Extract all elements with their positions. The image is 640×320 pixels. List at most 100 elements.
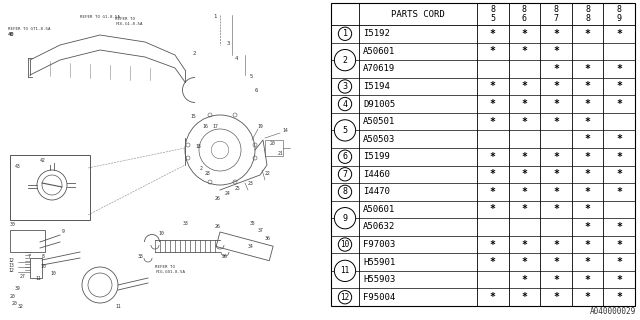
Text: REFER TO G1-8.5A: REFER TO G1-8.5A: [80, 15, 120, 19]
Text: *: *: [585, 292, 591, 302]
Text: H55903: H55903: [363, 275, 396, 284]
Text: *: *: [490, 152, 496, 162]
Text: *: *: [553, 46, 559, 56]
Text: A50632: A50632: [363, 222, 396, 231]
Text: 8: 8: [554, 5, 559, 14]
Text: A50601: A50601: [363, 47, 396, 56]
Text: 9: 9: [342, 214, 348, 223]
Text: A50503: A50503: [363, 135, 396, 144]
Text: 2: 2: [200, 166, 203, 171]
Text: A040000029: A040000029: [589, 307, 636, 316]
Text: 24: 24: [225, 191, 231, 196]
Bar: [30, 258, 42, 278]
Text: 10: 10: [340, 240, 349, 249]
Text: *: *: [553, 116, 559, 127]
Circle shape: [334, 120, 356, 141]
Text: F97003: F97003: [363, 240, 396, 249]
Text: *: *: [553, 204, 559, 214]
Text: *: *: [616, 82, 622, 92]
Text: 8: 8: [42, 254, 45, 259]
Text: A50601: A50601: [363, 205, 396, 214]
Text: *: *: [490, 99, 496, 109]
Bar: [10, 230, 45, 252]
Text: 33: 33: [183, 221, 189, 226]
Text: *: *: [616, 292, 622, 302]
Text: *: *: [616, 152, 622, 162]
Text: 3: 3: [342, 82, 348, 91]
Text: 10: 10: [50, 271, 56, 276]
Text: 8: 8: [490, 5, 495, 14]
Text: *: *: [490, 240, 496, 250]
Text: 9: 9: [62, 229, 65, 234]
Text: 17: 17: [212, 124, 218, 129]
Text: *: *: [522, 204, 527, 214]
Text: REFER TO: REFER TO: [155, 265, 175, 269]
Text: 6: 6: [522, 14, 527, 23]
Text: 39: 39: [15, 286, 20, 291]
Text: 10: 10: [40, 264, 45, 269]
Bar: [331, 3, 635, 306]
Text: 19: 19: [257, 124, 263, 129]
Text: *: *: [616, 275, 622, 285]
Text: *: *: [616, 169, 622, 179]
Text: *: *: [553, 187, 559, 197]
Text: 12: 12: [8, 268, 13, 273]
Text: 15: 15: [190, 114, 196, 119]
Text: *: *: [585, 222, 591, 232]
Text: *: *: [553, 82, 559, 92]
Text: *: *: [585, 82, 591, 92]
Text: 6: 6: [342, 152, 348, 161]
Text: 16: 16: [202, 124, 208, 129]
Text: 4: 4: [342, 100, 348, 108]
Text: I4460: I4460: [363, 170, 390, 179]
Text: 11: 11: [115, 304, 121, 309]
Text: *: *: [522, 240, 527, 250]
Text: 10: 10: [158, 231, 164, 236]
Circle shape: [334, 208, 356, 229]
Text: *: *: [490, 116, 496, 127]
Text: *: *: [585, 275, 591, 285]
Text: *: *: [490, 187, 496, 197]
Text: PARTS CORD: PARTS CORD: [391, 10, 445, 19]
Circle shape: [339, 150, 351, 164]
Text: 8: 8: [522, 5, 527, 14]
Text: *: *: [522, 152, 527, 162]
Text: *: *: [616, 187, 622, 197]
Text: I5199: I5199: [363, 152, 390, 161]
Text: *: *: [616, 257, 622, 267]
Text: *: *: [616, 222, 622, 232]
Text: *: *: [522, 292, 527, 302]
Circle shape: [339, 27, 351, 40]
Text: 37: 37: [258, 228, 264, 233]
Text: 5: 5: [250, 74, 253, 79]
Text: *: *: [585, 257, 591, 267]
Text: 11: 11: [340, 266, 349, 276]
Text: 3: 3: [227, 41, 230, 46]
Text: *: *: [585, 187, 591, 197]
Bar: [265, 140, 283, 156]
Text: *: *: [490, 169, 496, 179]
Text: 18: 18: [195, 144, 201, 149]
Text: 35: 35: [250, 221, 256, 226]
Text: *: *: [522, 187, 527, 197]
Text: *: *: [490, 292, 496, 302]
Text: *: *: [522, 46, 527, 56]
Text: 6: 6: [255, 88, 259, 93]
Text: 30: 30: [10, 222, 16, 227]
Text: 34: 34: [248, 244, 253, 249]
Text: 8: 8: [617, 5, 621, 14]
Text: 13: 13: [8, 263, 13, 268]
Circle shape: [334, 260, 356, 282]
Text: *: *: [490, 46, 496, 56]
Text: F95004: F95004: [363, 293, 396, 302]
Text: I5194: I5194: [363, 82, 390, 91]
Text: *: *: [522, 99, 527, 109]
Text: 20: 20: [270, 141, 276, 146]
Text: 8: 8: [585, 5, 590, 14]
Text: *: *: [522, 82, 527, 92]
Text: *: *: [522, 169, 527, 179]
Text: *: *: [490, 82, 496, 92]
Bar: [10, 155, 90, 220]
Text: *: *: [522, 116, 527, 127]
Text: 7: 7: [554, 14, 559, 23]
